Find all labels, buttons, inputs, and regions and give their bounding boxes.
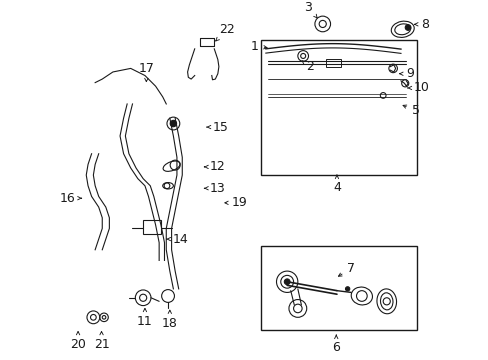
Text: 4: 4 — [332, 175, 340, 194]
Bar — [260, 40, 416, 175]
Text: 21: 21 — [94, 332, 109, 351]
Circle shape — [345, 287, 349, 291]
Text: 17: 17 — [138, 62, 154, 82]
Text: 22: 22 — [215, 23, 235, 41]
Circle shape — [170, 120, 176, 127]
Circle shape — [284, 279, 289, 285]
Text: 11: 11 — [137, 309, 152, 328]
Text: 18: 18 — [162, 310, 178, 330]
Text: 9: 9 — [399, 67, 413, 80]
Text: 14: 14 — [166, 233, 188, 246]
Text: 13: 13 — [204, 182, 225, 195]
Text: 5: 5 — [402, 104, 419, 117]
Text: 6: 6 — [332, 335, 340, 354]
Bar — [325, 59, 340, 67]
Text: 10: 10 — [407, 81, 428, 94]
Text: 8: 8 — [414, 18, 428, 31]
Text: 19: 19 — [224, 196, 247, 209]
Text: 20: 20 — [70, 332, 86, 351]
Text: 12: 12 — [204, 161, 225, 174]
Text: 1: 1 — [250, 40, 266, 53]
Circle shape — [405, 25, 410, 30]
Text: 15: 15 — [206, 121, 228, 134]
Text: 3: 3 — [304, 1, 317, 18]
Text: 16: 16 — [60, 192, 81, 205]
Text: 2: 2 — [302, 60, 313, 73]
Bar — [260, 246, 416, 330]
Text: 7: 7 — [338, 262, 354, 276]
Bar — [143, 220, 161, 234]
